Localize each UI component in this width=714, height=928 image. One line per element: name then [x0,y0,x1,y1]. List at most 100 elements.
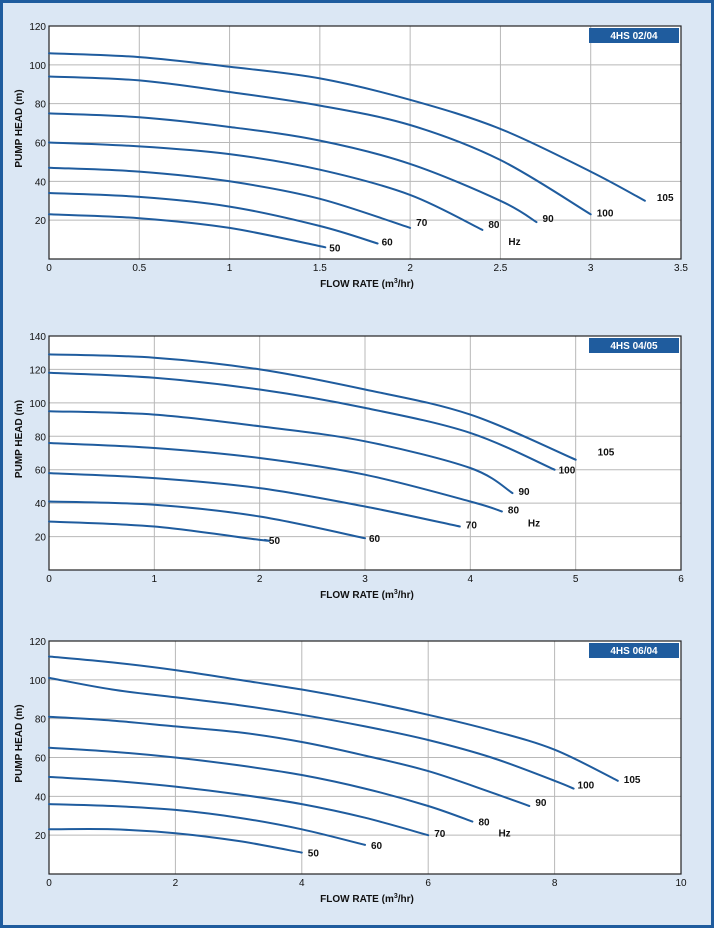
curve-label-105: 105 [657,193,674,204]
x-tick-label: 4 [468,574,474,585]
curve-80hz [48,442,503,513]
x-axis-label: FLOW RATE (m3/hr) [320,278,414,290]
y-tick-label: 40 [35,177,47,188]
curve-100hz [48,371,556,471]
plot-border [48,640,682,875]
y-tick-label: 60 [35,466,47,477]
curve-90hz [48,112,538,224]
curve-label-80: 80 [478,818,490,829]
curve-50hz [48,828,303,854]
curve-80hz [48,746,474,823]
y-tick-label: 20 [35,533,47,544]
model-badge-text: 4HS 02/04 [610,31,658,42]
y-tick-label: 60 [35,754,47,765]
curve-label-105: 105 [598,448,615,459]
x-tick-label: 1.5 [313,263,327,274]
x-axis-label: FLOW RATE (m3/hr) [320,589,414,601]
y-tick-label: 40 [35,499,47,510]
x-tick-label: 0 [46,263,52,274]
x-tick-label: 10 [675,878,687,889]
y-tick-label: 100 [29,61,46,72]
x-tick-label: 2.5 [493,263,507,274]
model-badge [589,28,679,43]
y-tick-label: 40 [35,792,47,803]
curve-80hz [48,141,484,231]
y-tick-label: 80 [35,432,47,443]
model-badge [589,338,679,353]
x-tick-label: 2 [407,263,413,274]
curve-label-80: 80 [488,220,500,231]
x-tick-label: 0 [46,574,52,585]
y-tick-label: 120 [29,365,46,376]
y-tick-label: 100 [29,399,46,410]
x-tick-label: 6 [678,574,684,585]
y-axis-label: PUMP HEAD (m) [14,704,25,782]
y-tick-label: 80 [35,100,47,111]
x-axis-label: FLOW RATE (m3/hr) [320,893,414,905]
x-tick-label: 2 [173,878,179,889]
curve-label-50: 50 [308,849,320,860]
curve-105hz [48,52,646,202]
x-tick-label: 3.5 [674,263,688,274]
curve-label-100: 100 [597,208,614,219]
y-tick-label: 120 [29,22,46,33]
curve-label-70: 70 [434,829,446,840]
chart-4hs-04-05: 0 1 2 3 4 5 6 20 40 60 80 100 120 140 50 60 70 80 90 100 105… [14,332,684,601]
chart-4hs-06-04: 0 2 4 6 8 10 20 40 60 80 100 120 50 60 70 80 90 100 105 Hz 4… [14,637,687,905]
y-tick-label: 140 [29,332,46,343]
curve-label-50: 50 [269,536,281,547]
curve-50hz [48,520,271,542]
x-tick-label: 0 [46,878,52,889]
x-tick-label: 0.5 [132,263,146,274]
model-badge-text: 4HS 04/05 [610,341,658,352]
x-tick-label: 1 [227,263,233,274]
curve-label-100: 100 [578,781,595,792]
curve-label-70: 70 [416,218,428,229]
curve-70hz [48,775,430,837]
hz-unit-label: Hz [508,237,520,248]
curve-label-60: 60 [369,534,381,545]
curve-90hz [48,410,514,495]
hz-unit-label: Hz [498,829,510,840]
plot-border [48,335,682,571]
curve-label-70: 70 [466,521,478,532]
y-axis-label: PUMP HEAD (m) [14,400,25,478]
y-axis-label: PUMP HEAD (m) [14,89,25,167]
y-tick-label: 20 [35,216,47,227]
x-tick-label: 5 [573,574,579,585]
x-tick-label: 6 [425,878,431,889]
model-badge-text: 4HS 06/04 [610,646,658,657]
curve-70hz [48,166,412,229]
x-tick-label: 2 [257,574,263,585]
curve-105hz [48,655,619,782]
curve-105hz [48,353,577,461]
curve-label-90: 90 [535,798,547,809]
curve-60hz [48,803,366,846]
curve-100hz [48,676,575,790]
curve-label-90: 90 [543,214,555,225]
curve-label-100: 100 [559,466,576,477]
model-badge [589,643,679,658]
curve-60hz [48,500,366,540]
x-tick-label: 8 [552,878,558,889]
curve-label-60: 60 [382,237,394,248]
y-tick-label: 60 [35,139,47,150]
curve-70hz [48,472,461,528]
curve-100hz [48,75,592,216]
curve-50hz [48,213,327,249]
curve-90hz [48,715,531,807]
hz-unit-label: Hz [528,519,540,530]
y-tick-label: 100 [29,676,46,687]
curve-60hz [48,192,379,245]
curve-label-50: 50 [329,243,341,254]
x-tick-label: 4 [299,878,305,889]
x-tick-label: 3 [362,574,368,585]
curve-label-105: 105 [624,775,641,786]
y-tick-label: 80 [35,715,47,726]
curve-label-90: 90 [518,487,530,498]
x-tick-label: 3 [588,263,594,274]
chart-4hs-02-04: 0 0.5 1 1.5 2 2.5 3 3.5 20 40 60 80 100 120 50 60 70 80 90… [14,22,688,290]
y-tick-label: 20 [35,831,47,842]
y-tick-label: 120 [29,637,46,648]
